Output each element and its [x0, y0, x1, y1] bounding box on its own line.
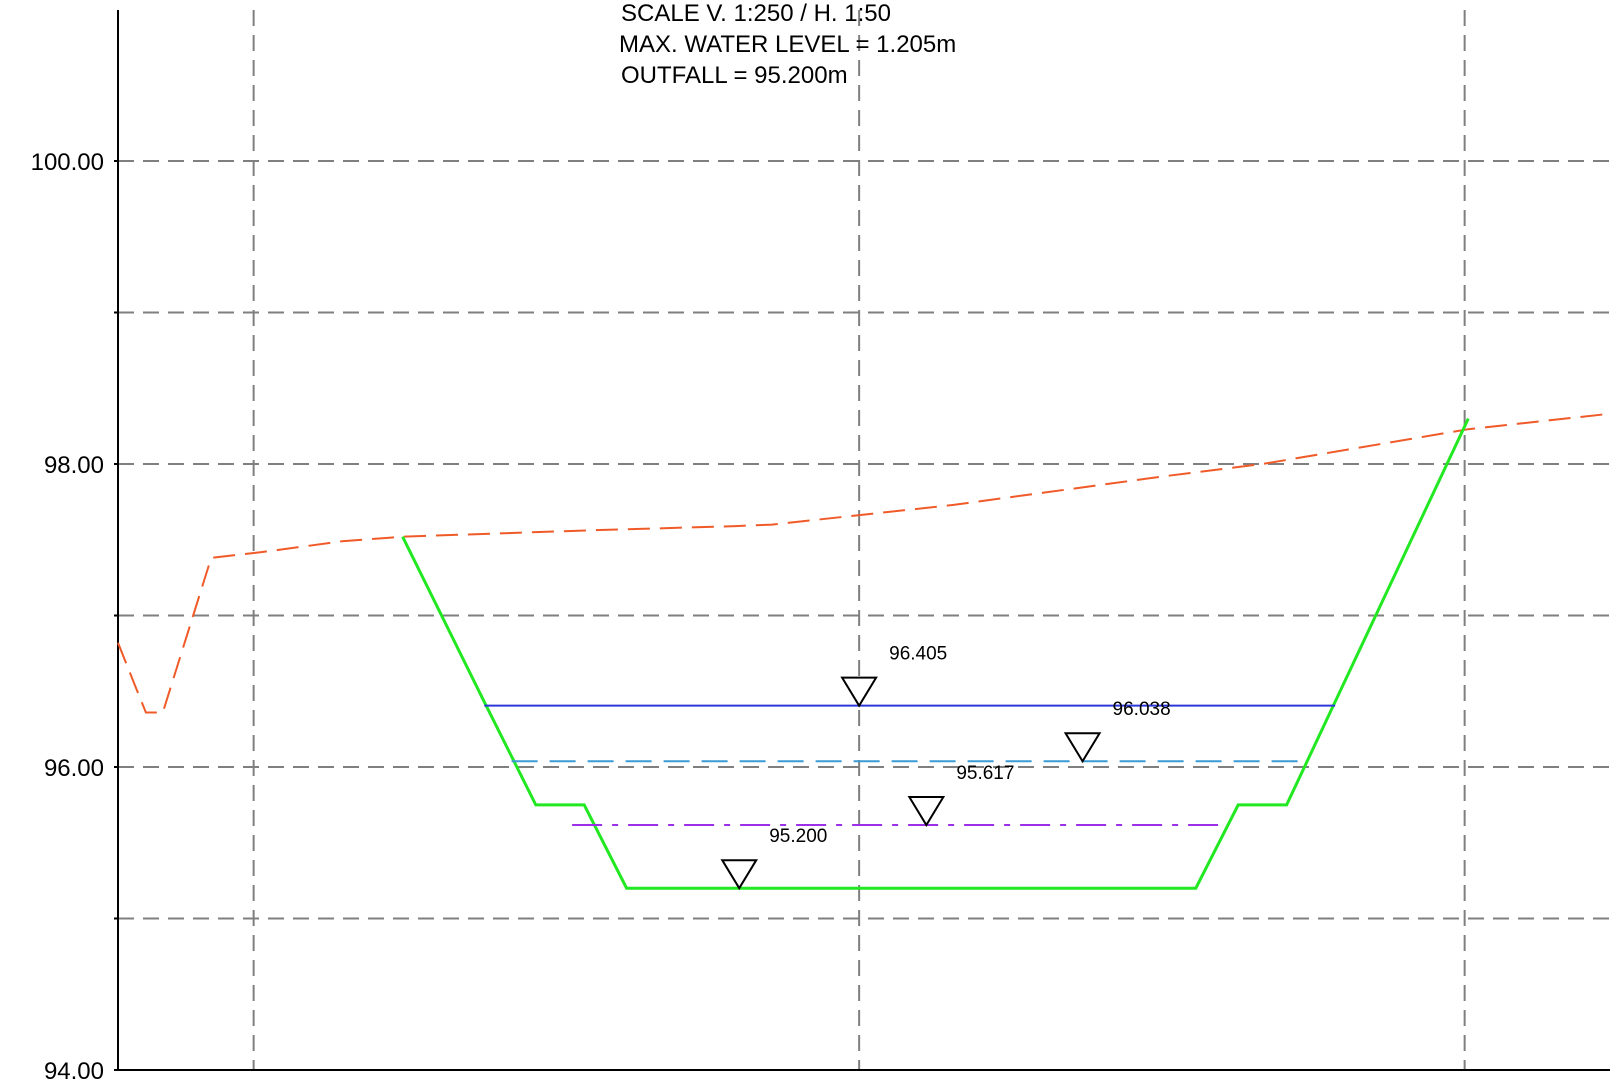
profile-lines — [117, 412, 1610, 890]
marker-mid-label: 96.038 — [1113, 699, 1171, 720]
y-axis: 94.00 96.00 98.00 100.00 — [31, 10, 1610, 1085]
marker-mid-triangle — [1063, 732, 1102, 764]
marker-outfall-label: 95.200 — [769, 826, 827, 847]
max-water-level-note: MAX. WATER LEVEL = 1.205m — [619, 31, 956, 58]
marker-outfall-triangle — [720, 859, 759, 891]
y-tick-label: 100.00 — [31, 149, 104, 176]
marker-low-triangle — [907, 796, 946, 827]
section-line — [401, 417, 1470, 890]
y-tick-label: 94.00 — [44, 1058, 104, 1085]
drawing-notes: SCALE V. 1:250 / H. 1:50 MAX. WATER LEVE… — [619, 0, 956, 89]
marker-max-triangle — [840, 676, 878, 708]
scale-note: SCALE V. 1:250 / H. 1:50 — [621, 0, 891, 27]
y-tick-label: 96.00 — [44, 755, 104, 782]
marker-max-label: 96.405 — [889, 644, 947, 665]
grid-lines — [118, 10, 1610, 1070]
marker-low-label: 95.617 — [956, 763, 1014, 784]
y-tick-label: 98.00 — [44, 452, 104, 479]
ground-line — [117, 412, 1610, 714]
level-markers: 96.405 96.038 95.617 95.200 — [720, 644, 1171, 891]
outfall-note: OUTFALL = 95.200m — [621, 62, 848, 89]
